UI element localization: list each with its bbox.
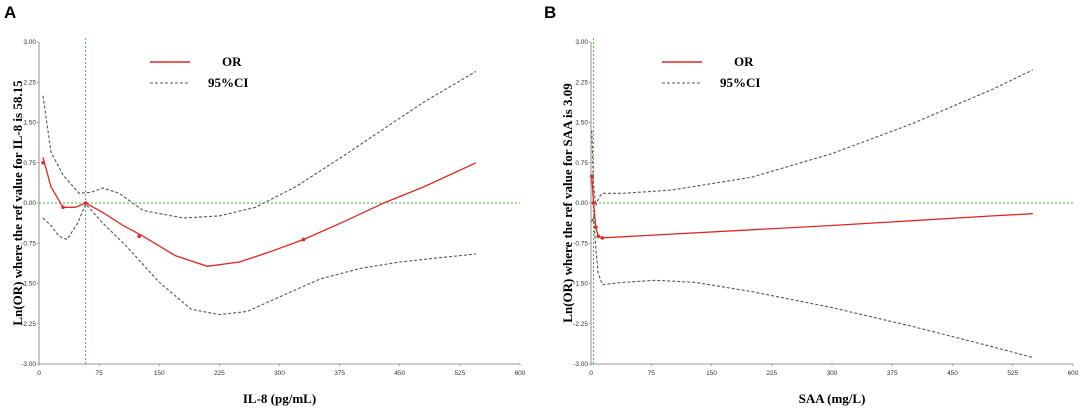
or-marker-a <box>61 205 65 210</box>
legend-ci-label-b: 95%CI <box>720 75 760 90</box>
x-tick-label-b: 75 <box>648 370 656 377</box>
y-tick-label-a: 3.00 <box>23 39 36 46</box>
or-marker-b <box>591 201 596 205</box>
y-tick-label-b: 2.25 <box>575 79 588 86</box>
or-marker-b <box>594 225 598 229</box>
or-marker-a <box>301 237 306 242</box>
y-tick-label-b: -2.25 <box>573 321 588 328</box>
x-tick-label-b: 225 <box>766 370 777 377</box>
or-marker-b <box>600 236 605 240</box>
y-tick-label-a: 0.75 <box>23 160 36 167</box>
y-axis-label-b: Ln(OR) where the ref value for SAA is 3.… <box>560 83 575 323</box>
x-tick-label-b: 0 <box>589 370 593 377</box>
x-tick-label-a: 450 <box>394 370 405 377</box>
panel-a-letter: A <box>4 3 17 22</box>
y-tick-label-b: 3.00 <box>575 39 588 46</box>
ci-lower-curve-b <box>591 216 1033 359</box>
legend-or-label-b: OR <box>734 54 754 69</box>
or-curve-a <box>42 157 477 267</box>
x-tick-label-a: 150 <box>154 370 165 377</box>
chart-panel-a: 3.00 2.25 1.50 0.75 0.00 -0.75 -1.50 -2.25 -3.00… <box>10 38 526 406</box>
x-tick-label-a: 75 <box>96 370 104 377</box>
y-tick-label-b: 0.00 <box>575 200 588 207</box>
x-tick-label-a: 525 <box>454 370 465 377</box>
x-tick-label-b: 375 <box>887 370 898 377</box>
or-marker-a <box>137 234 142 239</box>
ci-upper-curve-b <box>591 69 1034 206</box>
y-tick-label-b: 1.50 <box>575 120 588 127</box>
y-tick-label-b: -3.00 <box>573 361 588 368</box>
x-tick-label-b: 150 <box>706 370 717 377</box>
y-tick-label-a: -1.50 <box>21 281 36 288</box>
chart-panel-b: 3.00 2.25 1.50 0.75 0.00 -0.75 -1.50 -2.25 -3.00… <box>560 38 1079 406</box>
y-tick-label-a: -0.75 <box>21 240 36 247</box>
x-tick-label-a: 0 <box>37 370 41 377</box>
x-tick-label-b: 300 <box>827 370 838 377</box>
x-axis-label-a: IL-8 (pg/mL) <box>243 391 316 406</box>
y-axis-label-a: Ln(OR) where the ref value for IL-8 is 5… <box>10 80 25 326</box>
panel-b-letter: B <box>544 3 557 22</box>
or-marker-b <box>590 174 594 178</box>
or-marker-b <box>596 234 601 239</box>
x-tick-label-b: 525 <box>1007 370 1018 377</box>
y-tick-label-b: 0.75 <box>575 160 588 167</box>
or-marker-a <box>83 201 88 205</box>
x-axis-label-b: SAA (mg/L) <box>799 391 866 406</box>
y-tick-label-a: -2.25 <box>21 321 36 328</box>
y-tick-label-a: -3.00 <box>21 361 36 368</box>
x-tick-label-a: 375 <box>334 370 345 377</box>
legend-ci-label-a: 95%CI <box>208 75 248 90</box>
or-marker-a <box>41 160 45 165</box>
x-tick-label-b: 450 <box>947 370 958 377</box>
y-tick-label-b: -1.50 <box>573 281 588 288</box>
y-tick-label-b: -0.75 <box>573 240 588 247</box>
x-tick-label-a: 225 <box>214 370 225 377</box>
or-curve-b <box>591 176 1033 239</box>
y-tick-label-a: 2.25 <box>23 79 36 86</box>
x-tick-label-a: 300 <box>274 370 285 377</box>
legend-or-label-a: OR <box>222 54 242 69</box>
ci-lower-curve-a <box>42 203 476 316</box>
ci-upper-curve-a <box>42 71 477 219</box>
x-tick-label-a: 600 <box>515 370 526 377</box>
y-tick-label-a: 0.00 <box>23 200 36 207</box>
x-tick-label-b: 600 <box>1068 370 1079 377</box>
y-tick-label-a: 1.50 <box>23 120 36 127</box>
